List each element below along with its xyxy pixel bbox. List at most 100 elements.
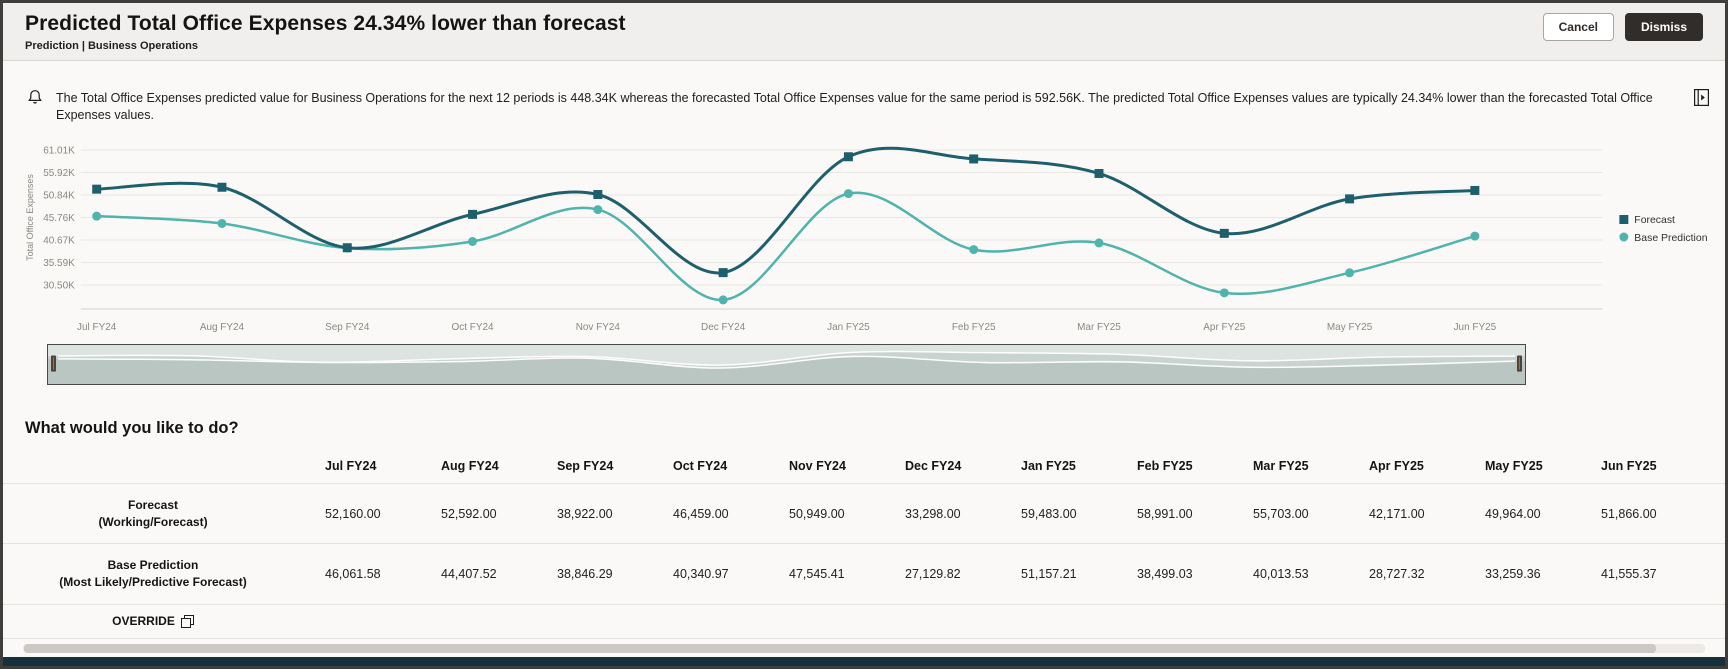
value-cell: 33,298.00 [905,506,961,521]
data-point [92,184,102,194]
x-axis-tick: May FY25 [1327,322,1373,333]
expand-panel-icon[interactable] [1694,89,1710,109]
column-header: Jul FY24 [325,458,377,473]
value-cell: 52,592.00 [441,506,497,521]
column-header: May FY25 [1485,458,1543,473]
header-actions: Cancel Dismiss [1542,13,1703,41]
page-title: Predicted Total Office Expenses 24.34% l… [25,12,626,35]
value-cell: 38,846.29 [557,567,613,582]
value-cell: 47,545.41 [789,567,845,582]
row-label: Base Prediction (Most Likely/Predictive F… [59,558,247,590]
chart-overview-slider[interactable] [47,343,1526,385]
value-cell: 44,407.52 [441,567,497,582]
data-point [969,244,979,254]
legend-item-forecast[interactable]: Forecast [1619,215,1675,226]
bottom-section-bar [3,657,1725,666]
value-cell: 59,483.00 [1021,506,1077,521]
horizontal-scrollbar[interactable] [23,643,1705,653]
svg-text:Forecast: Forecast [1634,215,1675,226]
value-cell: 27,129.82 [905,567,961,582]
value-cell: 38,499.03 [1137,567,1193,582]
data-point [342,242,352,252]
x-axis-tick: Dec FY24 [701,322,746,333]
y-axis-tick: 50.84K [43,190,75,201]
dismiss-button[interactable]: Dismiss [1624,13,1703,41]
data-point [1094,168,1104,178]
value-cell: 46,061.58 [325,567,381,582]
column-header: Jan FY25 [1021,458,1076,473]
svg-text:Base Prediction: Base Prediction [1634,233,1707,244]
cancel-button[interactable]: Cancel [1542,13,1614,41]
legend-item-base-prediction[interactable]: Base Prediction [1619,232,1708,244]
table-row: Forecast (Working/Forecast) 52,160.00 52,59… [3,484,1725,545]
column-header: Jun FY25 [1601,458,1657,473]
value-cell: 52,160.00 [325,506,381,521]
x-axis-tick: Jan FY25 [827,322,870,333]
data-point [1345,268,1355,278]
column-header: Oct FY24 [673,458,728,473]
value-cell: 51,866.00 [1601,506,1657,521]
forecast-trend-chart: 61.01K 55.92K 50.84K 45.76K 40.67K 35.59K 30.5… [25,145,1708,333]
x-axis-tick: Jun FY25 [1454,322,1497,333]
copy-icon[interactable] [180,614,194,628]
value-cell: 58,991.00 [1137,506,1193,521]
y-axis-title: Total Office Expenses [25,173,35,260]
actions-heading: What would you like to do? [25,418,239,437]
data-point [1470,185,1480,195]
data-point [1094,238,1104,248]
x-axis-tick: Mar FY25 [1077,322,1121,333]
forecast-table: Jul FY24 Aug FY24 Sep FY24 Oct FY24 Nov FY24… [3,450,1725,639]
value-cell: 33,259.36 [1485,567,1541,582]
column-header: Dec FY24 [905,458,962,473]
breadcrumb: Prediction | Business Operations [25,40,199,52]
row-label: Forecast (Working/Forecast) [98,497,208,529]
value-cell: 40,013.53 [1253,567,1309,582]
data-point [593,189,603,199]
x-axis-tick: Aug FY24 [200,322,245,333]
x-axis-tick: Oct FY24 [452,322,494,333]
overview-start-handle[interactable] [50,355,56,372]
x-axis-tick: Sep FY24 [325,322,370,333]
series-line-forecast [96,146,1475,275]
insight-summary: The Total Office Expenses predicted valu… [27,89,1710,124]
value-cell: 50,949.00 [789,506,845,521]
x-axis-tick: Nov FY24 [576,322,621,333]
value-cell: 42,171.00 [1369,506,1425,521]
data-point [593,204,603,214]
y-axis-tick: 55.92K [43,168,75,179]
table-row: Jul FY24 Aug FY24 Sep FY24 Oct FY24 Nov FY24… [3,450,1725,484]
data-point [1345,194,1355,204]
data-point [217,182,227,192]
x-axis-tick: Jul FY24 [77,322,117,333]
column-header: Aug FY24 [441,458,499,473]
x-axis-tick: Feb FY25 [952,322,996,333]
value-cell: 41,555.37 [1601,567,1657,582]
table-row: Base Prediction (Most Likely/Predictive F… [3,544,1725,605]
value-cell: 46,459.00 [673,506,729,521]
row-label: OVERRIDE [3,613,303,630]
scrollbar-thumb[interactable] [24,643,1656,653]
data-point [843,188,853,198]
data-point [969,154,979,164]
y-axis-tick: 30.50K [43,280,75,291]
data-point [92,211,102,221]
value-cell: 55,703.00 [1253,506,1309,521]
data-point [1219,228,1229,238]
y-axis-tick: 35.59K [43,258,75,269]
column-header: Sep FY24 [557,458,614,473]
column-header: Feb FY25 [1137,458,1193,473]
y-axis-tick: 45.76K [43,213,75,224]
y-axis-tick: 61.01K [43,145,75,156]
data-point [217,218,227,228]
data-point [1470,231,1480,241]
bell-icon [27,89,43,108]
data-point [718,267,728,277]
data-point [468,236,478,246]
value-cell: 51,157.21 [1021,567,1077,582]
table-row: OVERRIDE [3,605,1725,639]
x-axis-tick: Apr FY25 [1203,322,1245,333]
overview-end-handle[interactable] [1517,355,1523,372]
insight-description: The Total Office Expenses predicted valu… [56,91,1653,122]
value-cell: 40,340.97 [673,567,729,582]
